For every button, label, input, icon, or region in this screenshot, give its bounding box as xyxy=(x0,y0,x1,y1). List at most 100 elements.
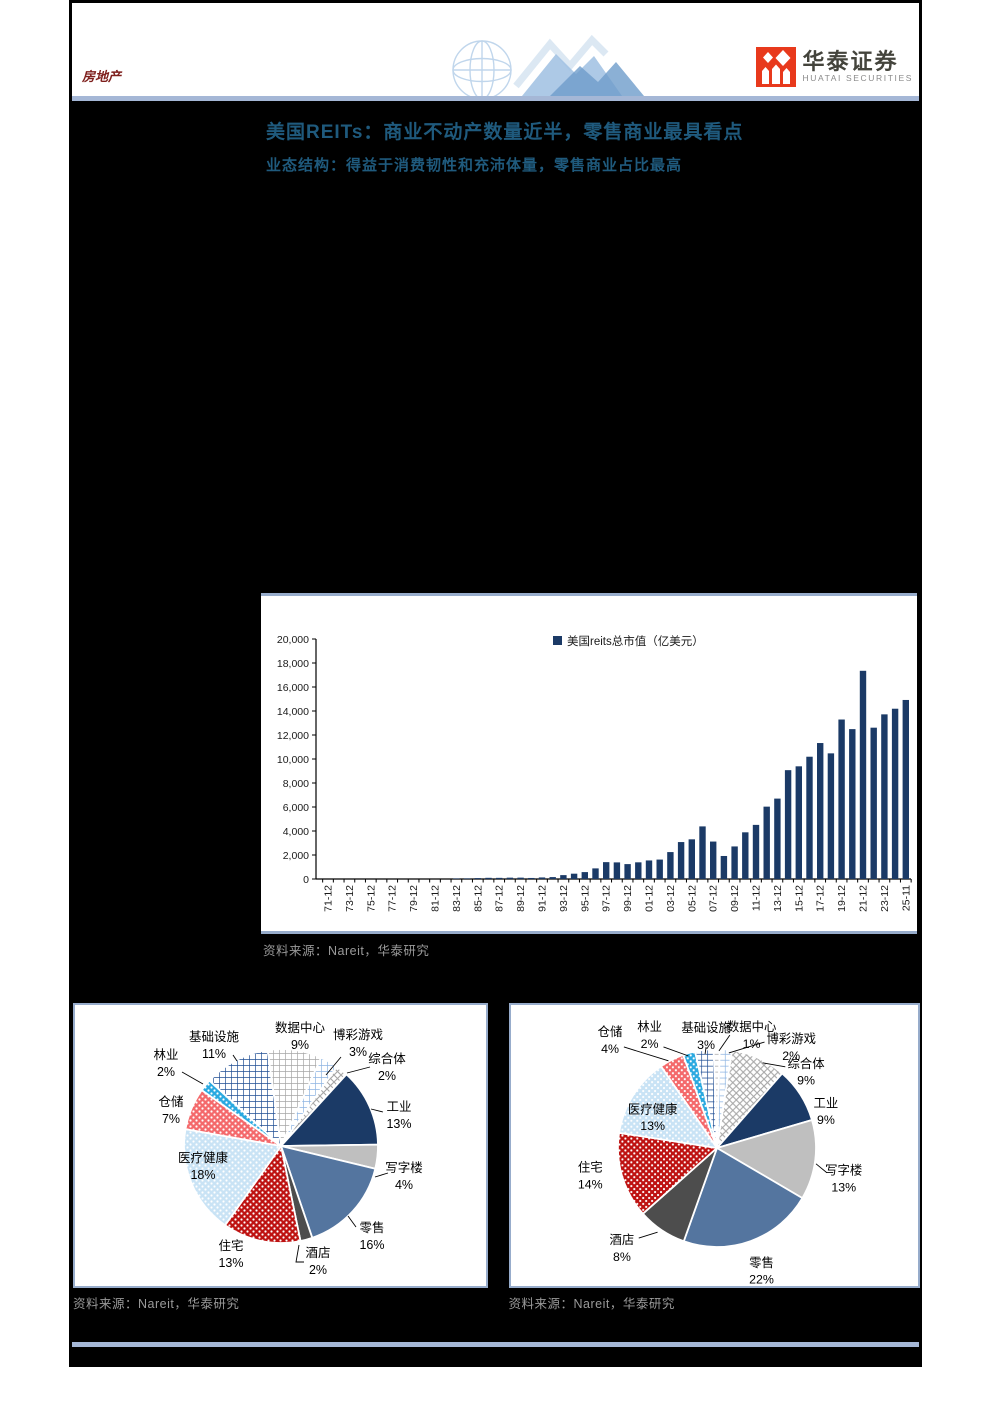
bottom-accent-bar xyxy=(72,1342,919,1347)
svg-text:4%: 4% xyxy=(395,1178,413,1192)
svg-text:基础设施: 基础设施 xyxy=(189,1029,240,1044)
category-label: 房地产 xyxy=(82,69,122,84)
pie-left-source: 资料来源：Nareit，华泰研究 xyxy=(73,1297,240,1311)
svg-text:16,000: 16,000 xyxy=(277,682,309,694)
svg-text:9%: 9% xyxy=(291,1038,309,1052)
svg-text:9%: 9% xyxy=(817,1113,835,1127)
header-divider xyxy=(72,96,919,101)
svg-text:03-12: 03-12 xyxy=(665,885,677,912)
svg-text:仓储: 仓储 xyxy=(158,1094,183,1109)
svg-text:工业: 工业 xyxy=(386,1100,411,1114)
svg-text:13-12: 13-12 xyxy=(772,885,784,912)
svg-text:2,000: 2,000 xyxy=(283,850,309,862)
svg-text:97-12: 97-12 xyxy=(601,885,613,912)
huatai-logo: 华泰证券 HUATAI SECURITIES xyxy=(755,47,913,87)
svg-text:75-12: 75-12 xyxy=(365,885,377,912)
svg-text:14%: 14% xyxy=(578,1178,603,1192)
svg-text:79-12: 79-12 xyxy=(408,885,420,912)
svg-text:13%: 13% xyxy=(386,1117,411,1131)
svg-text:数据中心: 数据中心 xyxy=(727,1019,776,1034)
svg-text:住宅: 住宅 xyxy=(218,1238,243,1253)
svg-text:零售: 零售 xyxy=(359,1220,384,1235)
svg-text:18%: 18% xyxy=(190,1168,215,1182)
svg-text:0: 0 xyxy=(303,874,309,886)
svg-text:91-12: 91-12 xyxy=(537,885,549,912)
svg-text:2%: 2% xyxy=(157,1065,175,1079)
report-page-frame: 房地产 xyxy=(69,0,922,1367)
pie-left-canvas: 数据中心 9% 博彩游戏 3% 综合体 2% 工业 13% 写字楼 4% 零售 16% 酒店 2% 住宅 13… xyxy=(153,1020,423,1277)
svg-text:22%: 22% xyxy=(749,1273,774,1286)
svg-text:13%: 13% xyxy=(640,1119,665,1133)
pie-panel-right: 数据中心 1% 博彩游戏 2% 综合体 9% 工业 9% 写字楼 13% 零售 22% 酒店 8% 住宅 14… xyxy=(509,1003,920,1288)
svg-text:09-12: 09-12 xyxy=(729,885,741,912)
svg-text:14,000: 14,000 xyxy=(277,706,309,718)
svg-text:写字楼: 写字楼 xyxy=(825,1163,862,1178)
svg-text:25-11: 25-11 xyxy=(900,885,912,911)
svg-text:4%: 4% xyxy=(601,1042,619,1056)
svg-text:仓储: 仓储 xyxy=(598,1024,623,1039)
svg-text:21-12: 21-12 xyxy=(858,885,870,912)
svg-text:酒店: 酒店 xyxy=(610,1233,635,1247)
svg-text:2%: 2% xyxy=(378,1069,396,1083)
svg-text:20,000: 20,000 xyxy=(277,634,309,646)
svg-text:医疗健康: 医疗健康 xyxy=(628,1101,677,1116)
pie-right-source: 资料来源：Nareit，华泰研究 xyxy=(508,1297,675,1311)
svg-text:89-12: 89-12 xyxy=(515,885,527,912)
svg-text:零售: 零售 xyxy=(749,1255,774,1270)
svg-text:77-12: 77-12 xyxy=(387,885,399,912)
svg-text:18,000: 18,000 xyxy=(277,658,309,670)
pie-sources-row: 资料来源：Nareit，华泰研究 资料来源：Nareit，华泰研究 xyxy=(72,1293,919,1312)
svg-text:13%: 13% xyxy=(831,1181,856,1195)
svg-text:8,000: 8,000 xyxy=(283,778,309,790)
content-black-area: 美国REITs：商业不动产数量近半，零售商业最具看点 业态结构：得益于消费韧性和… xyxy=(72,101,920,1367)
svg-text:85-12: 85-12 xyxy=(472,885,484,912)
brand-name-cn: 华泰证券 xyxy=(802,49,899,74)
svg-text:美国reits总市值（亿美元）: 美国reits总市值（亿美元） xyxy=(567,634,704,648)
svg-text:工业: 工业 xyxy=(814,1096,839,1110)
huatai-logo-text: 华泰证券 HUATAI SECURITIES xyxy=(802,49,913,84)
globe-icon xyxy=(424,34,644,96)
svg-text:博彩游戏: 博彩游戏 xyxy=(767,1031,816,1046)
svg-text:05-12: 05-12 xyxy=(686,885,698,912)
svg-text:87-12: 87-12 xyxy=(494,885,506,912)
svg-text:3%: 3% xyxy=(697,1038,715,1052)
svg-text:2%: 2% xyxy=(782,1049,800,1063)
report-subtitle: 业态结构：得益于消费韧性和充沛体量，零售商业占比最高 xyxy=(266,157,683,174)
svg-text:71-12: 71-12 xyxy=(323,885,335,912)
svg-text:住宅: 住宅 xyxy=(578,1160,603,1175)
svg-text:19-12: 19-12 xyxy=(836,885,848,912)
bar-chart-source: 资料来源：Nareit，华泰研究 xyxy=(263,944,430,958)
svg-text:12,000: 12,000 xyxy=(277,730,309,742)
svg-text:综合体: 综合体 xyxy=(788,1056,826,1071)
svg-text:林业: 林业 xyxy=(637,1020,662,1034)
svg-text:林业: 林业 xyxy=(153,1048,178,1062)
huatai-logo-icon xyxy=(755,47,796,87)
svg-text:01-12: 01-12 xyxy=(644,885,656,912)
svg-text:93-12: 93-12 xyxy=(558,885,570,912)
svg-text:医疗健康: 医疗健康 xyxy=(178,1150,229,1165)
svg-text:11-12: 11-12 xyxy=(751,885,763,911)
svg-text:7%: 7% xyxy=(162,1112,180,1126)
svg-text:写字楼: 写字楼 xyxy=(385,1160,423,1175)
brand-name-en: HUATAI SECURITIES xyxy=(802,73,913,83)
svg-text:9%: 9% xyxy=(797,1074,815,1088)
svg-text:10,000: 10,000 xyxy=(277,754,309,766)
svg-text:99-12: 99-12 xyxy=(622,885,634,912)
svg-text:数据中心: 数据中心 xyxy=(275,1020,326,1035)
svg-text:13%: 13% xyxy=(218,1256,243,1270)
svg-text:2%: 2% xyxy=(309,1263,327,1277)
svg-text:11%: 11% xyxy=(202,1047,226,1061)
svg-text:4,000: 4,000 xyxy=(283,826,309,838)
bar-chart-panel: 美国reits总市值（亿美元） 0 2,000 4,000 6,000 8,000 10,0… xyxy=(261,593,917,934)
svg-text:23-12: 23-12 xyxy=(879,885,891,912)
svg-text:95-12: 95-12 xyxy=(579,885,591,912)
svg-text:6,000: 6,000 xyxy=(283,802,309,814)
svg-text:8%: 8% xyxy=(613,1250,631,1264)
svg-text:2%: 2% xyxy=(641,1037,659,1051)
svg-text:3%: 3% xyxy=(349,1045,367,1059)
page-header: 房地产 xyxy=(72,3,919,96)
svg-text:综合体: 综合体 xyxy=(368,1051,406,1066)
svg-text:博彩游戏: 博彩游戏 xyxy=(333,1027,383,1042)
svg-text:16%: 16% xyxy=(359,1238,384,1252)
report-title: 美国REITs：商业不动产数量近半，零售商业最具看点 xyxy=(266,122,744,143)
